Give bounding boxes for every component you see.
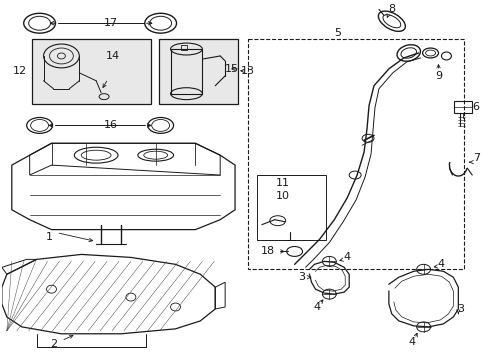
Text: 13: 13 [241, 66, 254, 76]
Text: 1: 1 [46, 231, 53, 242]
Text: 12: 12 [13, 66, 27, 76]
Text: 16: 16 [104, 121, 118, 130]
Text: 8: 8 [387, 4, 395, 14]
Text: 4: 4 [437, 259, 444, 269]
Bar [158, 39, 238, 104]
Bar [32, 39, 150, 104]
Text: 4: 4 [313, 302, 320, 312]
Text: 4: 4 [343, 252, 350, 262]
Text: 15: 15 [224, 64, 239, 74]
Text: 10: 10 [275, 191, 289, 201]
Bar [247, 39, 463, 269]
Text: 2: 2 [50, 339, 57, 349]
Text: 9: 9 [434, 71, 441, 81]
Text: 4: 4 [407, 337, 414, 347]
Text: 3: 3 [456, 304, 463, 314]
Bar [256, 175, 325, 239]
Bar [170, 49, 202, 94]
Bar [181, 45, 187, 50]
Text: 7: 7 [472, 153, 479, 163]
Text: 18: 18 [260, 247, 274, 256]
Bar [453, 100, 471, 113]
Text: 3: 3 [298, 272, 305, 282]
Text: 17: 17 [104, 18, 118, 28]
Text: 14: 14 [106, 51, 120, 61]
Text: 11: 11 [275, 178, 289, 188]
Text: 5: 5 [333, 28, 340, 38]
Text: 6: 6 [472, 102, 479, 112]
